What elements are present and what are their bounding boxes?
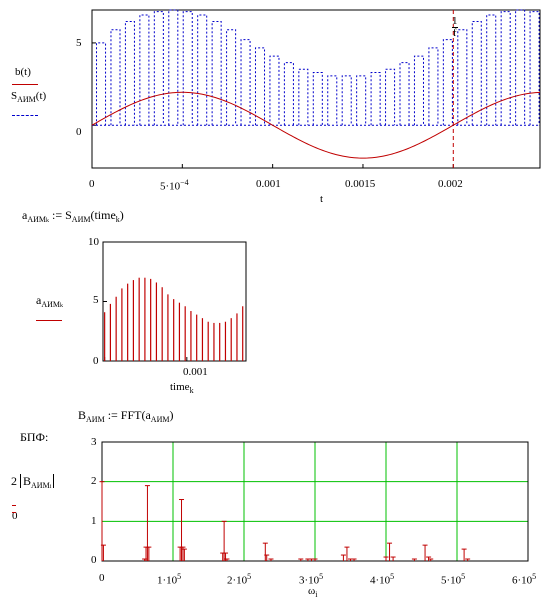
top-s-pulse-28 <box>500 11 511 126</box>
bot-x-tick-4e5: 4·105 <box>370 572 395 587</box>
top-s-pulse-30 <box>529 11 540 126</box>
top-x-tick-0.001: 0.001 <box>256 178 281 190</box>
bot-y-tick-1: 1 <box>91 515 97 527</box>
top-s-pulse-17 <box>341 75 352 126</box>
top-s-pulse-22 <box>413 55 424 126</box>
top-s-pulse-10 <box>240 39 251 126</box>
top-legend-b-label: b(t) <box>15 66 31 78</box>
top-b-series-line <box>91 91 541 159</box>
top-s-pulse-19 <box>370 72 381 126</box>
top-s-pulse-4 <box>153 11 164 126</box>
bottom-legend: 2 BАИМi <box>11 474 55 490</box>
top-legend-b-swatch <box>12 84 38 85</box>
bottom-legend-marker <box>12 505 16 513</box>
mid-legend: aАИМk <box>36 293 63 309</box>
top-s-pulse-24 <box>442 39 453 126</box>
top-s-pulse-8 <box>211 21 222 126</box>
top-x-tick-5e-4: 5·10−4 <box>160 178 189 193</box>
top-s-pulse-20 <box>385 68 396 126</box>
bot-y-tick-0: 0 <box>91 554 97 566</box>
top-s-pulse-1 <box>110 29 121 126</box>
bot-x-tick-0: 0 <box>99 572 105 584</box>
top-s-pulse-2 <box>124 21 135 126</box>
top-s-pulse-11 <box>254 47 266 126</box>
bot-x-tick-6e5: 6·105 <box>512 572 537 587</box>
top-marker-label: 1 f <box>452 15 458 39</box>
mid-y-tick-5: 5 <box>93 294 99 306</box>
bot-y-tick-3: 3 <box>91 436 97 448</box>
bot-x-tick-3e5: 3·105 <box>299 572 324 587</box>
top-s-pulse-6 <box>182 11 193 126</box>
top-s-pulse-29 <box>515 9 526 126</box>
top-s-pulse-14 <box>298 68 309 126</box>
top-legend-s-swatch <box>12 115 38 116</box>
bottom-legend-den: 0 <box>12 510 18 522</box>
equation-fft: BАИМ := FFT(aАИМ) <box>78 408 174 424</box>
top-plot-frame <box>91 9 541 169</box>
bpf-label: БПФ: <box>20 430 49 444</box>
top-x-title: t <box>320 193 324 205</box>
mid-y-tick-0: 0 <box>93 355 99 367</box>
top-legend-b: b(t) <box>15 66 31 78</box>
top-x-tick-0.0015: 0.0015 <box>345 178 376 190</box>
bot-y-tick-2: 2 <box>91 475 97 487</box>
top-s-pulse-23 <box>428 47 439 126</box>
top-s-pulse-16 <box>327 75 338 126</box>
top-x-tick-0: 0 <box>89 178 95 190</box>
top-s-pulse-15 <box>312 72 323 126</box>
top-legend-s: SАИМ(t) <box>11 90 47 104</box>
top-s-pulse-18 <box>356 75 367 126</box>
equation-sampling: aАИМk := SАИМ(timek) <box>22 208 124 224</box>
top-s-pulse-9 <box>226 29 237 126</box>
bot-x-tick-5e5: 5·105 <box>441 572 466 587</box>
top-s-pulse-25 <box>457 29 468 126</box>
top-s-pulse-0 <box>96 42 107 126</box>
mid-x-tick-0.001: 0.001 <box>183 366 208 378</box>
bot-x-tick-2e5: 2·105 <box>227 572 252 587</box>
top-s-pulse-26 <box>471 21 482 126</box>
top-x-tick-0.002: 0.002 <box>438 178 463 190</box>
mid-x-title: timek <box>170 381 194 395</box>
top-y-tick-0: 0 <box>76 126 82 138</box>
bot-x-title: ωi <box>308 585 318 599</box>
top-y-tick-5: 5 <box>76 37 82 49</box>
top-s-pulse-5 <box>168 9 179 126</box>
bot-x-tick-1e5: 1·105 <box>157 572 182 587</box>
mid-legend-swatch <box>36 320 62 321</box>
mid-y-tick-10: 10 <box>88 236 99 248</box>
top-s-pulse-12 <box>269 55 280 126</box>
